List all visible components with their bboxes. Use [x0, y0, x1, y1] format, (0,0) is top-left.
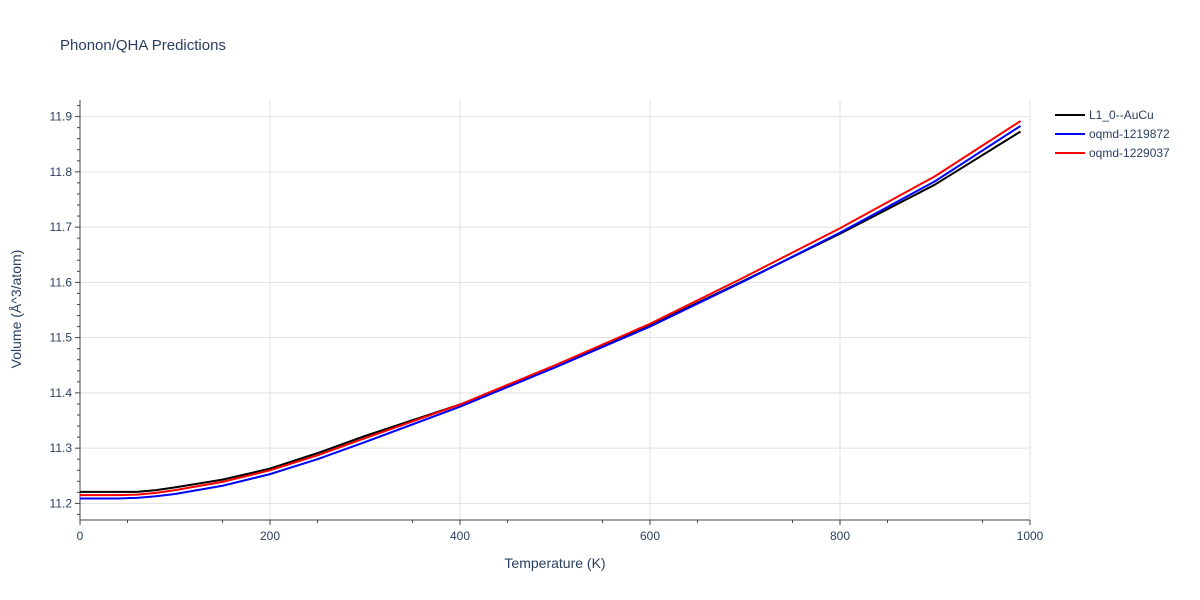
x-tick-label: 1000: [1017, 529, 1044, 543]
x-axis-title: Temperature (K): [504, 555, 605, 571]
y-tick-label: 11.7: [50, 220, 73, 234]
legend[interactable]: L1_0--AuCu oqmd-1219872 oqmd-1229037: [1055, 108, 1170, 160]
y-axis-title: Volume (Å^3/atom): [8, 250, 24, 369]
legend-label[interactable]: oqmd-1219872: [1089, 127, 1170, 141]
y-tick-label: 11.5: [50, 331, 73, 345]
series-line-oqmd-1229037[interactable]: [80, 120, 1022, 497]
series-line-oqmd-1219872[interactable]: [80, 125, 1022, 500]
x-tick-label: 0: [77, 529, 84, 543]
y-tick-label: 11.6: [50, 275, 73, 289]
chart-title: Phonon/QHA Predictions: [60, 37, 226, 54]
plot-area: [80, 120, 1022, 500]
grid: [80, 100, 1031, 520]
series-line-L1_0--AuCu[interactable]: [80, 130, 1022, 493]
x-tick-label: 400: [450, 529, 470, 543]
y-tick-label: 11.4: [50, 386, 73, 400]
x-tick-label: 800: [830, 529, 850, 543]
y-tick-label: 11.3: [50, 441, 73, 455]
x-tick-label: 200: [260, 529, 280, 543]
legend-label[interactable]: oqmd-1229037: [1089, 146, 1170, 160]
legend-label[interactable]: L1_0--AuCu: [1089, 108, 1154, 122]
axes: 0 200 400 600 800 1000 11.2 11.3 11.4 11.5 11.6 11.…: [50, 100, 1044, 543]
y-tick-label: 11.9: [50, 110, 73, 124]
y-tick-label: 11.8: [50, 165, 73, 179]
x-tick-label: 600: [640, 529, 660, 543]
y-tick-label: 11.2: [50, 496, 73, 510]
